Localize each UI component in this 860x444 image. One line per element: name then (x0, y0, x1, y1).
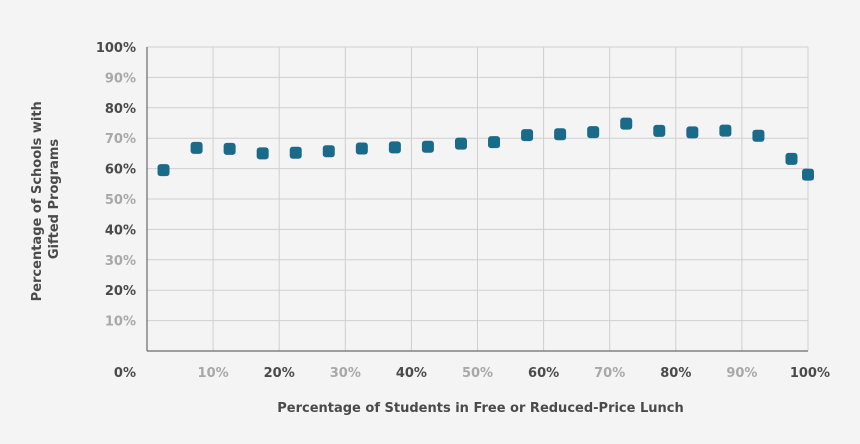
y-tick-label: 30% (105, 254, 136, 269)
data-point (785, 152, 798, 165)
y-tick-label: 90% (105, 71, 136, 86)
data-point (157, 164, 170, 177)
data-point (802, 168, 814, 181)
data-point (421, 140, 434, 153)
data-point (686, 126, 699, 139)
x-tick-label: 40% (396, 366, 427, 381)
x-tick-label: 60% (528, 366, 559, 381)
data-point (190, 141, 203, 154)
data-point (554, 128, 567, 141)
x-tick-label: 20% (264, 366, 295, 381)
data-point (620, 117, 633, 130)
x-tick-labels: 0% 10% 20% 30% 40% 50% 60% 70% 80% 90% 100% (114, 366, 830, 381)
y-tick-label: 20% (105, 284, 136, 299)
y-tick-label: 50% (105, 193, 136, 208)
data-point (587, 126, 600, 139)
x-tick-label: 30% (330, 366, 361, 381)
x-tick-label: 0% (114, 366, 136, 381)
x-tick-label: 10% (198, 366, 229, 381)
x-tick-label: 50% (462, 366, 493, 381)
axes (146, 47, 808, 352)
data-point (322, 145, 335, 158)
y-tick-label: 100% (96, 41, 136, 56)
data-point (653, 124, 666, 137)
y-axis-title: Percentage of Schools with Gifted Progra… (30, 97, 62, 302)
x-tick-label: 70% (594, 366, 625, 381)
x-axis-title: Percentage of Students in Free or Reduce… (277, 401, 684, 416)
data-point (521, 129, 534, 142)
data-point (454, 137, 467, 150)
x-tick-label: 90% (726, 366, 757, 381)
y-tick-label: 40% (105, 223, 136, 238)
gridlines (147, 46, 809, 351)
data-point (488, 136, 501, 149)
data-point (752, 129, 765, 142)
y-axis-title-line-2: Gifted Programs (47, 139, 62, 260)
y-tick-label: 80% (105, 102, 136, 117)
y-axis-title-line-1: Percentage of Schools with (30, 101, 45, 301)
data-point (223, 142, 236, 155)
y-tick-label: 60% (105, 163, 136, 178)
data-point (719, 124, 732, 137)
y-tick-label: 70% (105, 132, 136, 147)
y-tick-labels: 10% 20% 30% 40% 50% 60% 70% 80% 90% 100% (96, 41, 136, 330)
data-points (157, 117, 814, 181)
data-point (355, 142, 368, 155)
data-point (388, 141, 401, 154)
data-point (256, 147, 269, 160)
x-tick-label: 80% (660, 366, 691, 381)
y-tick-label: 10% (105, 315, 136, 330)
x-tick-label: 100% (790, 366, 830, 381)
data-point (289, 146, 302, 159)
